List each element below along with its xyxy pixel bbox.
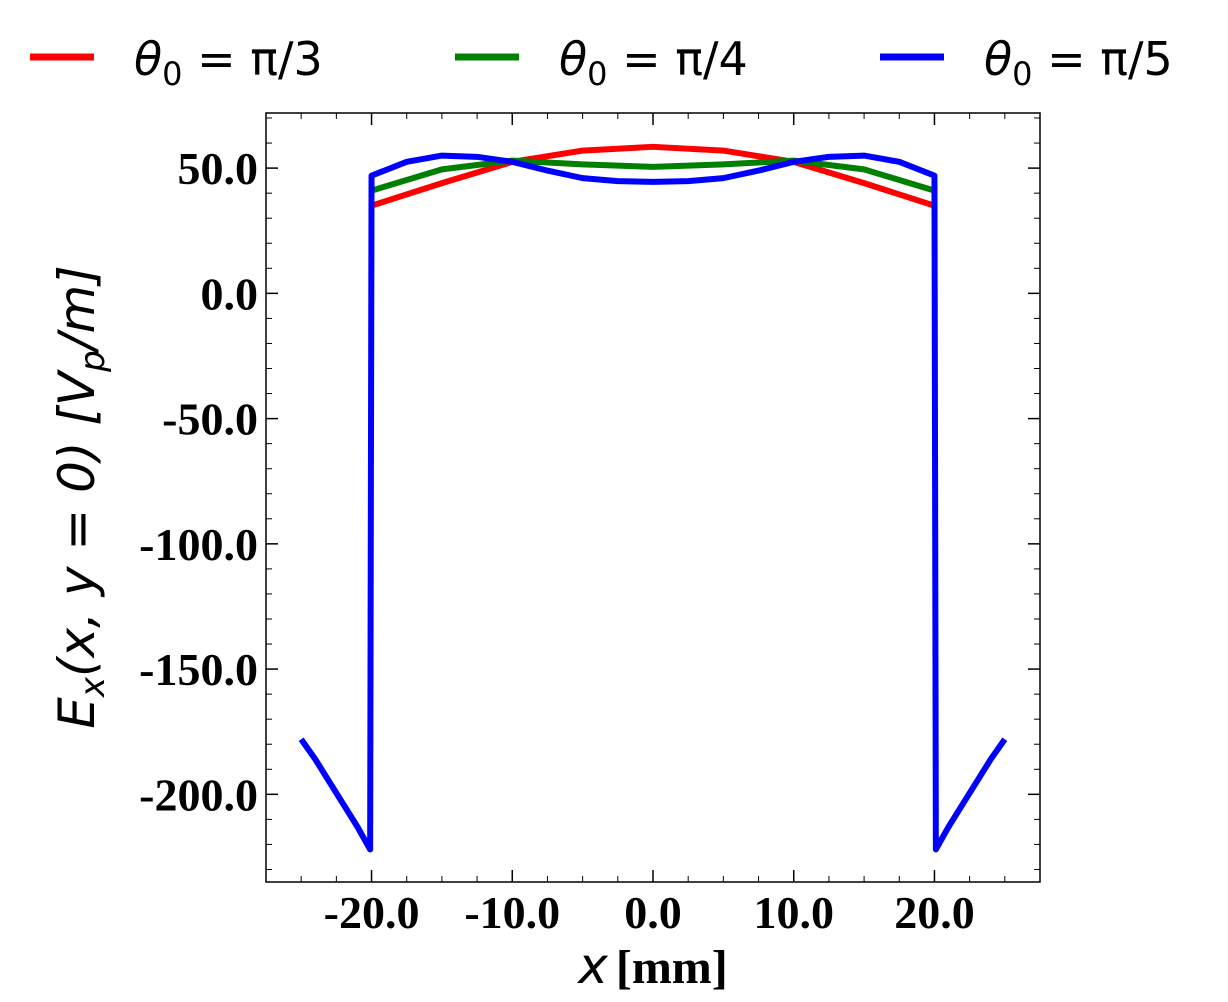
major-ticks (266, 113, 1040, 882)
x-tick-label: 0.0 (624, 887, 682, 938)
legend-label-2: θ0 = π/4 (559, 32, 748, 93)
y-tick-label: -200.0 (139, 769, 258, 820)
minor-ticks (265, 113, 1041, 882)
x-axis-label: x [mm] (576, 937, 728, 995)
series-line-1 (370, 143, 936, 209)
legend-label-3: θ0 = π/5 (984, 32, 1173, 93)
y-tick-label: -150.0 (139, 644, 258, 695)
legend-label-1: θ0 = π/3 (134, 32, 323, 93)
y-tick-label: 0.0 (201, 268, 259, 319)
x-tick-label: 20.0 (894, 887, 975, 938)
series-line-2 (370, 157, 936, 194)
y-axis-sub: x (73, 676, 113, 698)
series-lines (298, 143, 1008, 853)
y-axis-label: Ex(x, y = 0) [Vp/m] (48, 265, 113, 728)
x-tick-label: -10.0 (464, 887, 560, 938)
y-axis-unit-sub: p (73, 350, 113, 373)
x-axis-var: x (576, 937, 608, 995)
plot-area (265, 112, 1041, 883)
x-axis-unit: [mm] (616, 941, 728, 994)
y-axis-main: E (48, 697, 106, 729)
x-tick-label: 10.0 (753, 887, 834, 938)
y-tick-labels: 50.0 0.0 -50.0 -100.0 -150.0 -200.0 (139, 143, 258, 820)
plot-frame (265, 112, 1041, 883)
y-axis-unit-tail: /m] (48, 265, 106, 354)
y-tick-label: 50.0 (178, 143, 259, 194)
x-tick-labels: -20.0 -10.0 0.0 10.0 20.0 (324, 887, 975, 938)
legend: θ0 = π/3 θ0 = π/4 θ0 = π/5 (30, 32, 1173, 93)
y-tick-label: -100.0 (139, 519, 258, 570)
y-tick-label: -50.0 (162, 394, 258, 445)
y-axis-args: (x, y = 0) [ (48, 405, 106, 677)
y-axis-unit-main: V (48, 368, 106, 406)
series-line-3 (298, 152, 1008, 853)
x-tick-label: -20.0 (324, 887, 420, 938)
